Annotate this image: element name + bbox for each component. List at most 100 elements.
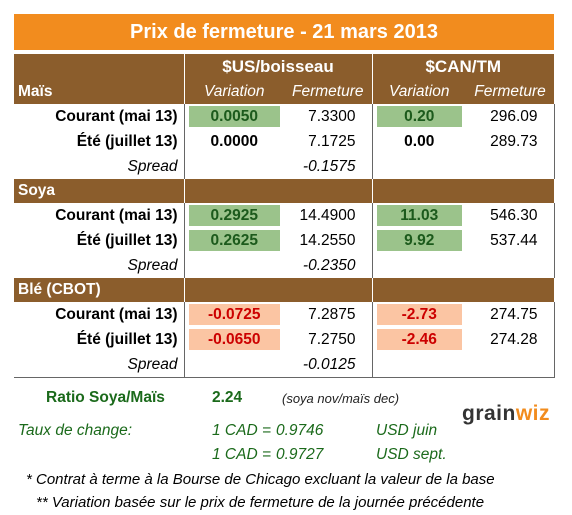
ratio-note: (soya nov/maïs dec): [282, 391, 400, 406]
exchange-value: 0.9746: [276, 422, 324, 439]
ratio-value: 2.24: [212, 389, 243, 406]
cad-variation-value: 9.92: [376, 230, 462, 251]
cad-variation-cell: 9.92: [371, 228, 466, 253]
logo-text-grain: grain: [462, 402, 516, 425]
usd-fermeture-cell: 7.1725: [308, 132, 356, 150]
spread-blank: [371, 352, 466, 378]
spread-blank: [183, 352, 284, 378]
row-label: Courant (mai 13): [55, 107, 178, 125]
usd-fermeture-cell: 7.2750: [308, 330, 356, 348]
usd-variation-cell: 0.2925: [183, 203, 284, 228]
spread-label: Spread: [14, 352, 184, 378]
usd-variation-value: 0.0000: [210, 133, 258, 150]
section-header-fill: [371, 278, 466, 302]
page-title: Prix de fermeture - 21 mars 2013: [14, 14, 554, 50]
usd-variation-cell: -0.0650: [183, 327, 284, 352]
spread-blank: [183, 154, 284, 179]
spread-blank: [466, 154, 555, 179]
section-header-fill: [371, 179, 466, 203]
cad-fermeture-cell: 296.09: [466, 104, 555, 129]
section-header-fill: [284, 278, 372, 302]
footnote-2: ** Variation basée sur le prix de fermet…: [36, 494, 485, 511]
usd-variation-cell: 0.0050: [183, 104, 284, 129]
grainwiz-logo: grainwiz: [462, 402, 550, 426]
table-row: Courant (mai 13) 0.2925 14.4900 11.03 54…: [14, 203, 555, 228]
usd-fermeture-cell: 14.2550: [299, 231, 356, 249]
table-row: Été (juillet 13) -0.0650 7.2750 -2.46 27…: [14, 327, 555, 352]
spread-value: -0.1575: [302, 157, 356, 175]
units-header-row: $US/boisseau $CAN/TM: [14, 54, 554, 80]
exchange-base: 1 CAD =: [212, 446, 272, 463]
section-header-fill: [466, 179, 554, 203]
price-table: $US/boisseau $CAN/TM Maïs Variation Ferm…: [14, 54, 555, 378]
spread-label: Spread: [127, 256, 178, 274]
table-row: Été (juillet 13) 0.0000 7.1725 0.00 289.…: [14, 129, 555, 154]
row-label: Courant (mai 13): [55, 206, 178, 224]
cad-variation-value: 0.00: [404, 133, 435, 150]
cad-fermeture-cell: 274.75: [466, 302, 555, 327]
section-header-mais: Maïs: [14, 80, 184, 104]
spread-label: Spread: [127, 157, 178, 175]
usd-variation-cell: -0.0725: [183, 302, 284, 327]
usd-variation-cell: 0.0000: [183, 129, 284, 154]
usd-variation-value: 0.2925: [188, 205, 280, 226]
usd-fermeture-cell: 7.3300: [308, 107, 356, 125]
spread-row: Spread -0.1575: [14, 154, 555, 179]
spread-blank: [371, 154, 466, 179]
spread-row: Spread -0.0125: [14, 352, 555, 378]
cad-variation-value: 11.03: [376, 205, 462, 226]
row-label: Été (juillet 13): [76, 231, 178, 249]
section-header-fill: [466, 278, 554, 302]
cad-variation-header: Variation: [371, 80, 466, 104]
usd-variation-value: -0.0650: [188, 329, 280, 350]
logo-text-wiz: wiz: [515, 402, 551, 425]
spread-value: -0.2350: [302, 256, 356, 274]
spread-blank: [466, 352, 555, 378]
usd-variation-value: 0.2625: [188, 230, 280, 251]
usd-variation-value: 0.0050: [188, 106, 280, 127]
cad-variation-cell: 0.20: [371, 104, 466, 129]
section-header-fill: [183, 179, 284, 203]
usd-fermeture-cell: 14.4900: [299, 206, 356, 224]
cad-fermeture-cell: 274.28: [466, 327, 555, 352]
units-header-blank: [14, 54, 184, 80]
table-row: Été (juillet 13) 0.2625 14.2550 9.92 537…: [14, 228, 555, 253]
exchange-label: Taux de change:: [18, 422, 133, 439]
row-label: Courant (mai 13): [55, 305, 178, 323]
cad-fermeture-cell: 537.44: [466, 228, 555, 253]
cad-variation-value: 0.20: [376, 106, 462, 127]
spread-blank: [183, 253, 284, 278]
column-subheader-row: Maïs Variation Fermeture Variation Ferme…: [14, 80, 554, 104]
exchange-quote: USD juin: [376, 422, 438, 439]
row-label: Été (juillet 13): [76, 132, 178, 150]
section-header-row: Blé (CBOT): [14, 278, 554, 302]
spread-blank: [371, 253, 466, 278]
exchange-quote: USD sept.: [376, 446, 447, 463]
cad-variation-cell: -2.46: [371, 327, 466, 352]
table-row: Courant (mai 13) -0.0725 7.2875 -2.73 27…: [14, 302, 555, 327]
cad-variation-cell: 0.00: [371, 129, 466, 154]
table-row: Courant (mai 13) 0.0050 7.3300 0.20 296.…: [14, 104, 555, 129]
usd-fermeture-cell: 7.2875: [308, 305, 356, 323]
usd-variation-value: -0.0725: [188, 304, 280, 325]
usd-unit-header: $US/boisseau: [183, 54, 372, 80]
section-header-soya: Soya: [14, 179, 184, 203]
exchange-value: 0.9727: [276, 446, 324, 463]
footnote-1: * Contrat à terme à la Bourse de Chicago…: [26, 471, 495, 488]
cad-fermeture-header: Fermeture: [466, 80, 554, 104]
spread-row: Spread -0.2350: [14, 253, 555, 278]
cad-variation-cell: -2.73: [371, 302, 466, 327]
section-header-fill: [183, 278, 284, 302]
usd-variation-cell: 0.2625: [183, 228, 284, 253]
row-label: Été (juillet 13): [76, 330, 178, 348]
cad-fermeture-cell: 546.30: [466, 203, 555, 228]
cad-unit-header: $CAN/TM: [371, 54, 554, 80]
usd-variation-header: Variation: [183, 80, 284, 104]
ratio-label: Ratio Soya/Maïs: [46, 389, 165, 406]
exchange-base: 1 CAD =: [212, 422, 272, 439]
spread-blank: [466, 253, 555, 278]
cad-variation-cell: 11.03: [371, 203, 466, 228]
cad-variation-value: -2.46: [376, 329, 462, 350]
spread-value: -0.0125: [284, 352, 372, 378]
usd-fermeture-header: Fermeture: [284, 80, 372, 104]
